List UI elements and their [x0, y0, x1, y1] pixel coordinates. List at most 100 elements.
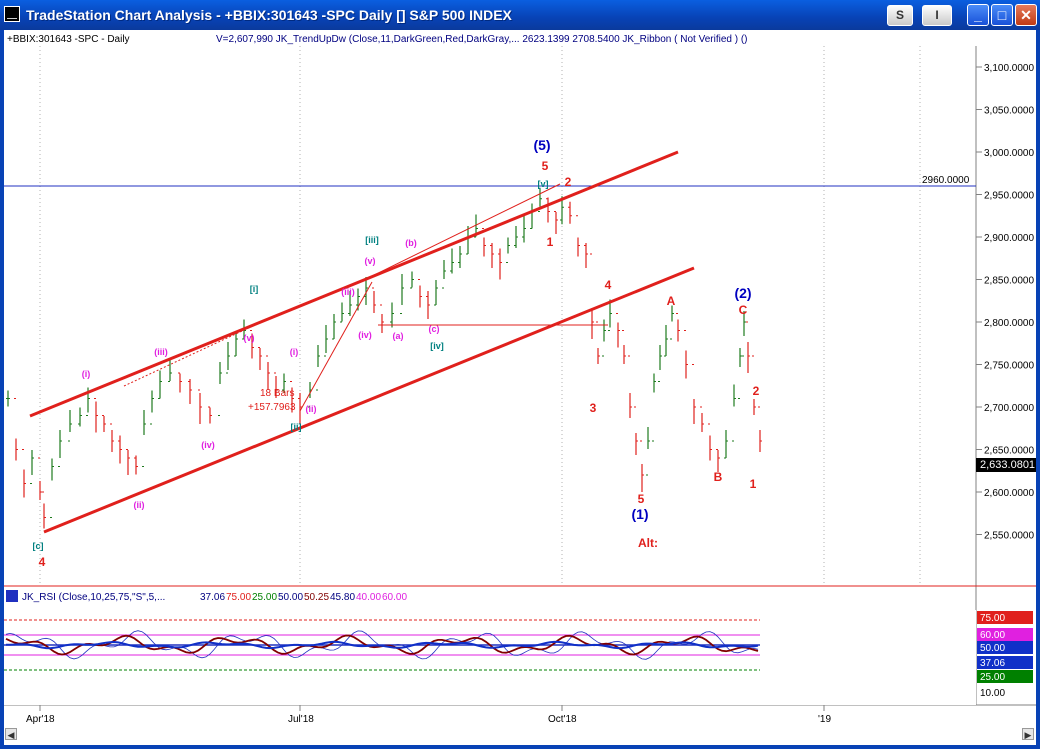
- upper-channel-line[interactable]: [29, 150, 679, 418]
- maximize-button[interactable]: □: [991, 4, 1013, 26]
- wave-label: (ii): [306, 404, 317, 414]
- rsi-header: JK_RSI (Close,10,25,75,"S",5,...: [22, 592, 165, 603]
- wave-label: (i): [82, 369, 91, 379]
- price-tick-label: 2,850.0000: [984, 276, 1034, 287]
- wave-label: (c): [429, 324, 440, 334]
- rsi-value: 75.00: [226, 592, 251, 603]
- price-tick-label: 3,000.0000: [984, 148, 1034, 159]
- wave-label: (ii): [134, 500, 145, 510]
- wave-label: (i): [290, 347, 299, 357]
- time-label: Apr'18: [26, 714, 55, 725]
- lower-channel-line[interactable]: [43, 266, 695, 534]
- rsi-plot-area[interactable]: [4, 610, 976, 705]
- wave-label: [c]: [33, 541, 44, 551]
- price-tick-label: 2,750.0000: [984, 361, 1034, 372]
- wave-label: (v): [365, 256, 376, 266]
- time-axis: Apr'18 Jul'18 Oct'18 '19: [26, 705, 831, 725]
- rsi-axis-marker: [977, 641, 1033, 654]
- wave-label: 2: [565, 175, 572, 189]
- minimize-button[interactable]: _: [967, 4, 989, 26]
- price-tick-label: 2,550.0000: [984, 531, 1034, 542]
- scroll-left-arrow[interactable]: ◀: [5, 728, 17, 740]
- wave-label: (v): [244, 333, 255, 343]
- time-label: Oct'18: [548, 714, 577, 725]
- wave-line[interactable]: [367, 183, 561, 279]
- wave-label: 4: [605, 278, 612, 292]
- wave-label: [iii]: [365, 235, 379, 245]
- wave-label: B: [714, 470, 723, 484]
- rsi-values: 37.06 75.00 25.00 50.00 50.25 45.80 40.00 60.00: [200, 592, 407, 603]
- wave-label: [iv]: [430, 341, 444, 351]
- price-tick-label: 2,700.0000: [984, 403, 1034, 414]
- wave-label: 1: [750, 477, 757, 491]
- wave-label: [i]: [250, 284, 259, 294]
- wave-label: Alt:: [638, 536, 658, 550]
- rsi-axis-marker-label: 37.06: [980, 658, 1005, 669]
- price-tick-label: 2,900.0000: [984, 233, 1034, 244]
- wave-label: 4: [39, 555, 46, 569]
- wave-label: (iv): [201, 440, 215, 450]
- rsi-average-line: [5, 640, 759, 650]
- wave-labels: [c] 4 (i) (ii) (iii) (iv) (v) [i] [ii] (i) (ii) (ii…: [33, 137, 760, 569]
- indicator-icon[interactable]: [6, 590, 18, 602]
- app-icon[interactable]: [4, 6, 20, 22]
- price-change-label: +157.7963: [248, 402, 296, 413]
- price-tick-label: 2,650.0000: [984, 446, 1034, 457]
- rsi-axis-marker: [977, 628, 1033, 641]
- hline-label: 2960.0000: [922, 175, 970, 186]
- rsi-axis-marker-label: 50.00: [980, 643, 1005, 654]
- wave-label: 5: [542, 159, 549, 173]
- wave-label: (iii): [154, 347, 168, 357]
- rsi-axis: 75.00 60.00 50.00 37.06 25.00 10.00: [977, 611, 1033, 699]
- price-tick-label: 2,600.0000: [984, 488, 1034, 499]
- rsi-value: 45.80: [330, 592, 355, 603]
- rsi-axis-marker-label: 60.00: [980, 630, 1005, 641]
- time-label: Jul'18: [288, 714, 314, 725]
- rsi-axis-marker: [977, 611, 1033, 624]
- bars-count-label: 18 Bars: [260, 388, 294, 399]
- wave-label: (iv): [358, 330, 372, 340]
- s-menu-button[interactable]: S: [887, 5, 913, 26]
- wave-label: (iii): [341, 287, 355, 297]
- wave-label: 5: [638, 492, 645, 506]
- wave-label: (1): [631, 506, 648, 522]
- wave-label: C: [739, 303, 748, 317]
- time-label: '19: [818, 714, 831, 725]
- wave-label: (a): [393, 331, 404, 341]
- i-menu-button[interactable]: I: [922, 5, 952, 26]
- wave-label: (b): [405, 238, 417, 248]
- chart-symbol: +BBIX:301643 -SPC - Daily: [7, 34, 130, 45]
- price-tick-label: 2,800.0000: [984, 318, 1034, 329]
- close-button[interactable]: ✕: [1015, 4, 1037, 26]
- measure-line[interactable]: [299, 281, 373, 412]
- price-plot-area[interactable]: [4, 46, 976, 586]
- wave-label: 3: [590, 401, 597, 415]
- rsi-value: 40.00: [356, 592, 381, 603]
- rsi-lines: [4, 619, 760, 671]
- price-tick-label: 3,050.0000: [984, 106, 1034, 117]
- indicator-header: V=2,607,990 JK_TrendUpDw (Close,11,DarkG…: [216, 34, 747, 45]
- rsi-axis-tick: 10.00: [980, 688, 1005, 699]
- rsi-axis-marker-label: 25.00: [980, 672, 1005, 683]
- price-axis: 3,100.0000 3,050.0000 3,000.0000 2,950.0000…: [976, 63, 1034, 542]
- window-titlebar[interactable]: TradeStation Chart Analysis - +BBIX:3016…: [0, 0, 1040, 30]
- rsi-value: 60.00: [382, 592, 407, 603]
- window-title: TradeStation Chart Analysis - +BBIX:3016…: [26, 7, 512, 23]
- scroll-right-arrow[interactable]: ▶: [1022, 728, 1034, 740]
- rsi-axis-marker: [977, 656, 1033, 669]
- rsi-value: 50.25: [304, 592, 329, 603]
- wave-label: A: [667, 294, 676, 308]
- current-price-marker: 2,633.0801: [976, 458, 1036, 472]
- wave-label: 1: [547, 235, 554, 249]
- rsi-axis-marker: [977, 670, 1033, 683]
- price-tick-label: 2,950.0000: [984, 191, 1034, 202]
- wave-label: 2: [753, 384, 760, 398]
- rsi-axis-marker-label: 75.00: [980, 613, 1005, 624]
- rsi-value: 25.00: [252, 592, 277, 603]
- wave-label: (2): [734, 285, 751, 301]
- wave-label: [ii]: [291, 422, 302, 432]
- price-tick-label: 3,100.0000: [984, 63, 1034, 74]
- wave-label: (5): [533, 137, 550, 153]
- rsi-value: 37.06: [200, 592, 225, 603]
